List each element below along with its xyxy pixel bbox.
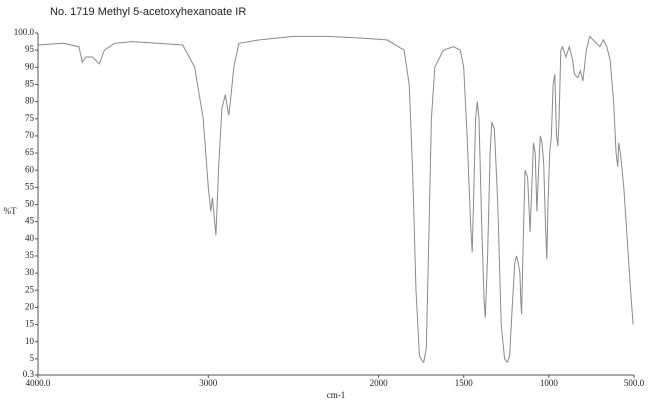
y-tick-label: 50 [25, 199, 35, 209]
x-axis-label: cm-1 [327, 390, 346, 400]
y-tick-label: 0.3 [23, 369, 35, 379]
x-tick-label: 2000 [370, 378, 389, 388]
y-tick-label: 25 [25, 284, 35, 294]
x-tick-label: 1000 [540, 378, 559, 388]
x-tick-label: 500.0 [624, 378, 645, 388]
y-tick-label: 5 [30, 353, 35, 363]
spectrum-line [37, 35, 634, 364]
y-tick-label: 80 [25, 96, 35, 106]
y-tick-label: 40 [25, 233, 35, 243]
chart-title: No. 1719 Methyl 5-acetoxyhexanoate IR [50, 6, 246, 18]
y-tick-label: 90 [25, 61, 35, 71]
y-tick-label: 45 [25, 216, 35, 226]
y-tick-label: 85 [25, 79, 35, 89]
x-tick-label: 3000 [199, 378, 218, 388]
y-tick-label: 60 [25, 164, 35, 174]
y-tick-label: 10 [25, 336, 35, 346]
y-tick-label: 75 [25, 113, 35, 123]
x-tick-label: 4000.0 [26, 378, 51, 388]
y-axis-label: %T [4, 206, 17, 216]
x-tick-label: 1500 [455, 378, 474, 388]
y-tick-label: 100.0 [14, 27, 35, 37]
y-tick-label: 35 [25, 250, 35, 260]
y-tick-label: 65 [25, 147, 35, 157]
y-tick-label: 30 [25, 267, 35, 277]
y-tick-label: 70 [25, 130, 35, 140]
y-tick-label: 95 [25, 44, 35, 54]
y-tick-label: 55 [25, 181, 35, 191]
y-tick-label: 20 [25, 301, 35, 311]
y-tick-label: 15 [25, 319, 35, 329]
